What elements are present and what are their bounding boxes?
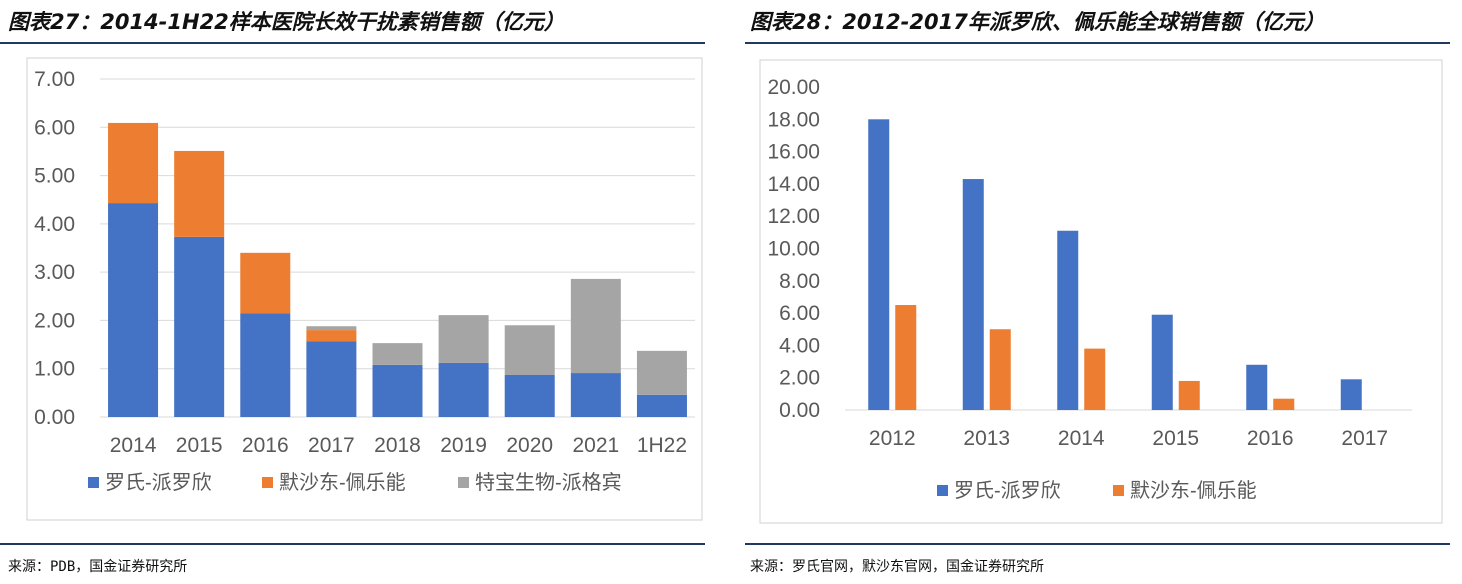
bar-segment: [174, 236, 225, 417]
legend-label: 特宝生物-派格宾: [475, 471, 622, 494]
x-tick-label: 2017: [1341, 427, 1388, 450]
bar: [989, 329, 1011, 410]
bar-segment: [108, 203, 159, 417]
x-tick-label: 2016: [242, 434, 289, 457]
legend-swatch: [262, 477, 273, 488]
y-tick-label: 5.00: [34, 165, 75, 188]
bar-segment: [372, 343, 423, 365]
y-tick-label: 12.00: [767, 205, 820, 228]
legend-swatch: [88, 477, 99, 488]
bar-segment: [636, 394, 687, 417]
x-tick-label: 2012: [869, 427, 916, 450]
y-tick-label: 20.00: [767, 76, 820, 99]
bar: [1246, 364, 1268, 410]
right-chart-title: 图表28：2012-2017年派罗欣、佩乐能全球销售额（亿元）: [750, 10, 1325, 34]
bar-segment: [306, 330, 357, 342]
y-tick-label: 18.00: [767, 108, 820, 131]
left-source: 来源：PDB，国金证券研究所: [8, 559, 188, 575]
x-tick-label: 2015: [1152, 427, 1199, 450]
x-tick-label: 2014: [1058, 427, 1105, 450]
x-tick-label: 2014: [110, 434, 157, 457]
chart-frame: [759, 59, 1443, 524]
x-tick-label: 2013: [963, 427, 1010, 450]
legend-label: 罗氏-派罗欣: [954, 479, 1061, 502]
title-rule-left: [0, 42, 705, 44]
legend-swatch: [937, 485, 948, 496]
bar-segment: [504, 325, 555, 375]
y-tick-label: 8.00: [779, 270, 820, 293]
x-tick-label: 2016: [1247, 427, 1294, 450]
x-tick-label: 1H22: [637, 434, 687, 457]
y-tick-label: 2.00: [779, 367, 820, 390]
y-tick-label: 6.00: [34, 116, 75, 139]
bar-segment: [174, 150, 225, 237]
y-tick-label: 4.00: [34, 213, 75, 236]
bar-segment: [372, 364, 423, 417]
bar-segment: [240, 252, 291, 314]
bar-segment: [636, 350, 687, 395]
bar: [1178, 380, 1200, 410]
x-tick-label: 2020: [506, 434, 553, 457]
bar-segment: [108, 122, 159, 204]
title-rule-right: [745, 42, 1450, 44]
y-tick-label: 3.00: [34, 261, 75, 284]
bar: [1340, 379, 1362, 410]
left-chart-title: 图表27：2014-1H22样本医院长效干扰素销售额（亿元）: [8, 10, 565, 34]
y-tick-label: 0.00: [34, 406, 75, 429]
bar-segment: [306, 326, 357, 331]
legend-label: 默沙东-佩乐能: [1130, 479, 1257, 502]
right-source: 来源：罗氏官网，默沙东官网，国金证券研究所: [750, 559, 1044, 575]
y-tick-label: 1.00: [34, 358, 75, 381]
bar-segment: [504, 374, 555, 417]
x-tick-label: 2019: [440, 434, 487, 457]
y-tick-label: 10.00: [767, 238, 820, 261]
x-tick-label: 2015: [176, 434, 223, 457]
bar: [962, 179, 984, 410]
y-tick-label: 16.00: [767, 141, 820, 164]
bar-segment: [438, 315, 489, 363]
bar: [895, 305, 917, 410]
legend-swatch: [1113, 485, 1124, 496]
y-tick-label: 6.00: [779, 302, 820, 325]
legend-label: 默沙东-佩乐能: [279, 471, 406, 494]
x-tick-label: 2018: [374, 434, 421, 457]
y-tick-label: 2.00: [34, 309, 75, 332]
bar: [1084, 348, 1106, 410]
bar: [1273, 398, 1295, 410]
y-tick-label: 4.00: [779, 334, 820, 357]
bar-segment: [570, 373, 621, 417]
y-tick-label: 14.00: [767, 173, 820, 196]
x-tick-label: 2021: [572, 434, 619, 457]
y-tick-label: 7.00: [34, 68, 75, 91]
bar-segment: [240, 313, 291, 417]
bar: [1151, 314, 1173, 410]
bar-segment: [438, 362, 489, 417]
source-rule-left: [0, 543, 705, 545]
bar: [868, 119, 890, 411]
bar: [1057, 230, 1079, 410]
bar-segment: [306, 341, 357, 417]
legend-label: 罗氏-派罗欣: [105, 471, 212, 494]
legend-swatch: [458, 477, 469, 488]
source-rule-right: [745, 543, 1450, 545]
bar-segment: [570, 278, 621, 374]
y-tick-label: 0.00: [779, 399, 820, 422]
x-tick-label: 2017: [308, 434, 355, 457]
